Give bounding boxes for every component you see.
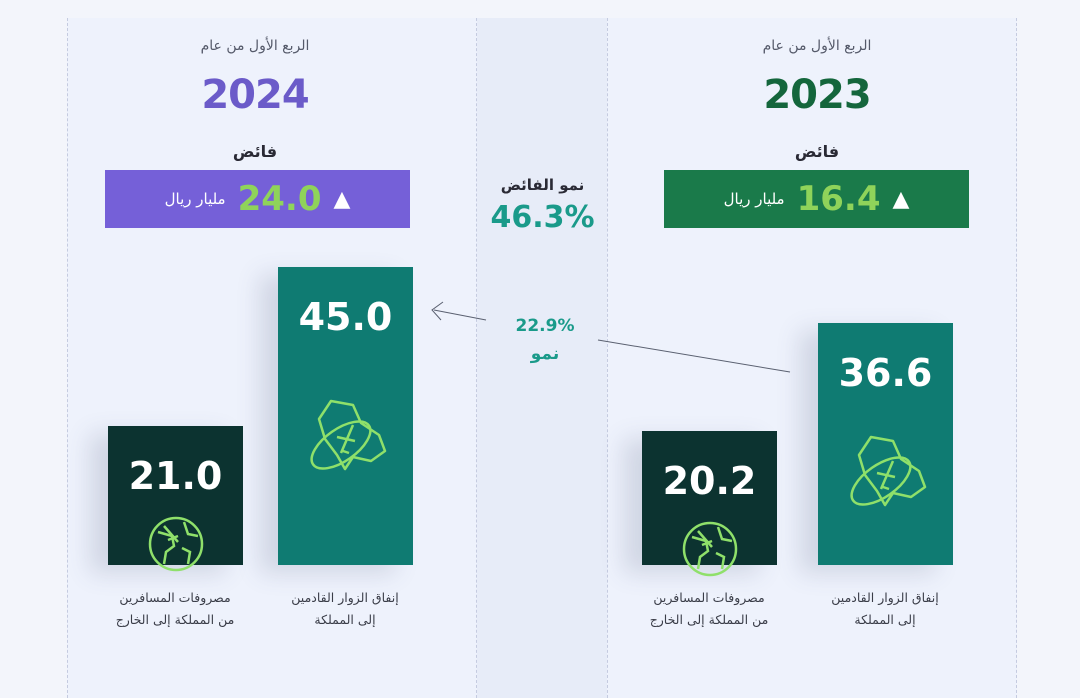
period-subtitle-2023: الربع الأول من عام xyxy=(762,38,872,54)
surplus-growth-label: نمو الفائض xyxy=(500,176,585,194)
growth-connector xyxy=(431,301,791,373)
visitor-growth-value: 22.9% xyxy=(515,316,575,336)
bar-value-label: 21.0 xyxy=(128,453,223,498)
surplus-box-2023: مليار ريال 16.4 ▲ xyxy=(664,170,969,228)
connector-line xyxy=(433,309,487,321)
surplus-unit: مليار ريال xyxy=(723,190,785,208)
outbound-label-2024: مصروفات المسافرين من المملكة إلى الخارج xyxy=(115,590,235,627)
surplus-label-2023: فائض xyxy=(794,142,840,161)
outbound-bar-2023: 20.2 xyxy=(642,431,777,577)
connector-line xyxy=(597,339,791,373)
up-arrow-icon: ▲ xyxy=(892,186,910,212)
year-2023: 2023 xyxy=(763,72,871,118)
middle-column xyxy=(477,18,607,698)
bar-value-label: 45.0 xyxy=(298,295,393,340)
year-2024: 2024 xyxy=(201,72,309,118)
surplus-value: 16.4 xyxy=(796,179,881,219)
bar-value-label: 36.6 xyxy=(838,350,933,395)
visitor-growth-label: نمو xyxy=(530,344,560,364)
globe-plane-icon xyxy=(144,498,208,580)
surplus-value: 24.0 xyxy=(237,179,322,219)
period-subtitle-2024: الربع الأول من عام xyxy=(200,38,310,54)
saudi-map-plane-icon xyxy=(841,415,931,513)
surplus-unit: مليار ريال xyxy=(164,190,226,208)
inbound-label-2024: إنفاق الزوار القادمين إلى المملكة xyxy=(291,590,399,627)
inbound-bar-2024: 45.0 xyxy=(278,267,413,565)
surplus-label-2024: فائض xyxy=(232,142,278,161)
arrow-head-icon xyxy=(431,301,444,321)
surplus-box-2024: مليار ريال 24.0 ▲ xyxy=(105,170,410,228)
outbound-label-2023: مصروفات المسافرين من المملكة إلى الخارج xyxy=(649,590,769,627)
inbound-label-2023: إنفاق الزوار القادمين إلى المملكة xyxy=(831,590,939,627)
surplus-growth-value: 46.3% xyxy=(490,200,595,235)
inbound-bar-2023: 36.6 xyxy=(818,322,953,565)
outbound-bar-2024: 21.0 xyxy=(108,425,243,572)
bar-value-label: 20.2 xyxy=(662,459,757,504)
globe-plane-icon xyxy=(678,503,742,585)
saudi-map-plane-icon xyxy=(301,379,391,477)
up-arrow-icon: ▲ xyxy=(333,186,351,212)
